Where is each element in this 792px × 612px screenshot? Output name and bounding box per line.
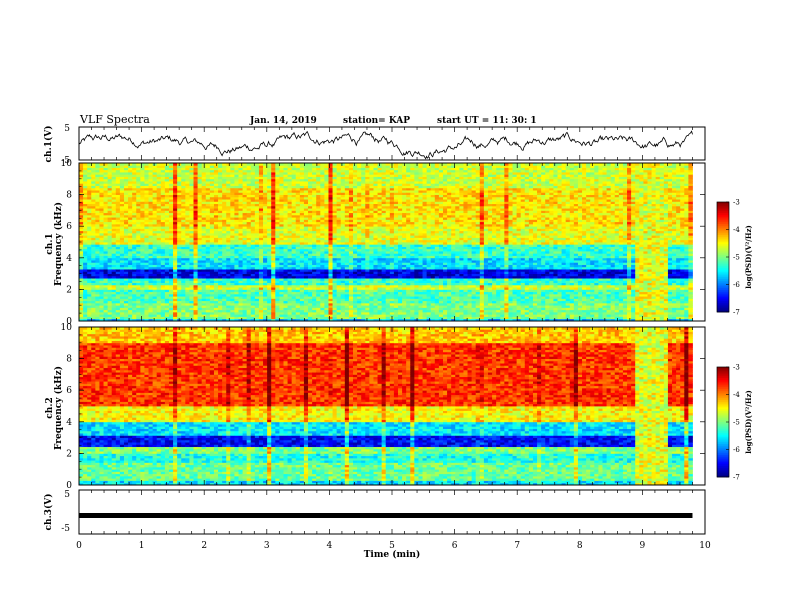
ch1-waveform-ylabel: ch.1(V) [43,126,54,163]
ch1-waveform-panel: 5 -5 ch.1(V) [43,124,705,166]
figure-title: VLF Spectra [79,113,150,126]
date-label: Jan. 14, 2019 [249,116,317,126]
ch1-waveform-trace [79,131,693,159]
figure: VLF Spectra Jan. 14, 2019 station= KAP s… [0,0,792,612]
station-label: station= KAP [343,116,410,126]
ch1-ytick-top: 5 [64,124,70,134]
start-time-label: start UT = 11: 30: 1 [437,116,537,126]
ch1-spectrogram-image [79,163,693,321]
